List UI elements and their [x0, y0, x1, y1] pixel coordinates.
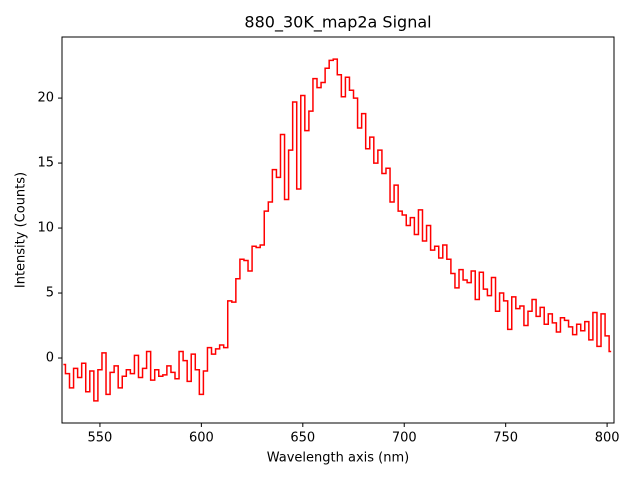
- y-tick-label: 15: [37, 156, 54, 171]
- y-axis-label: Intensity (Counts): [14, 172, 29, 288]
- x-tick-label: 700: [392, 431, 417, 446]
- x-tick-label: 650: [290, 431, 315, 446]
- x-tick-label: 600: [189, 431, 214, 446]
- y-tick-label: 10: [37, 221, 54, 236]
- x-tick-label: 550: [88, 431, 113, 446]
- x-tick-label: 750: [493, 431, 518, 446]
- x-tick-label: 800: [595, 431, 620, 446]
- plot-frame: [61, 36, 615, 424]
- y-tick-label: 0: [46, 351, 54, 366]
- chart-title: 880_30K_map2a Signal: [244, 13, 431, 33]
- x-axis-label: Wavelength axis (nm): [267, 451, 409, 466]
- y-tick-label: 5: [46, 286, 54, 301]
- y-tick-label: 20: [37, 91, 54, 106]
- signal-line: [63, 58, 612, 402]
